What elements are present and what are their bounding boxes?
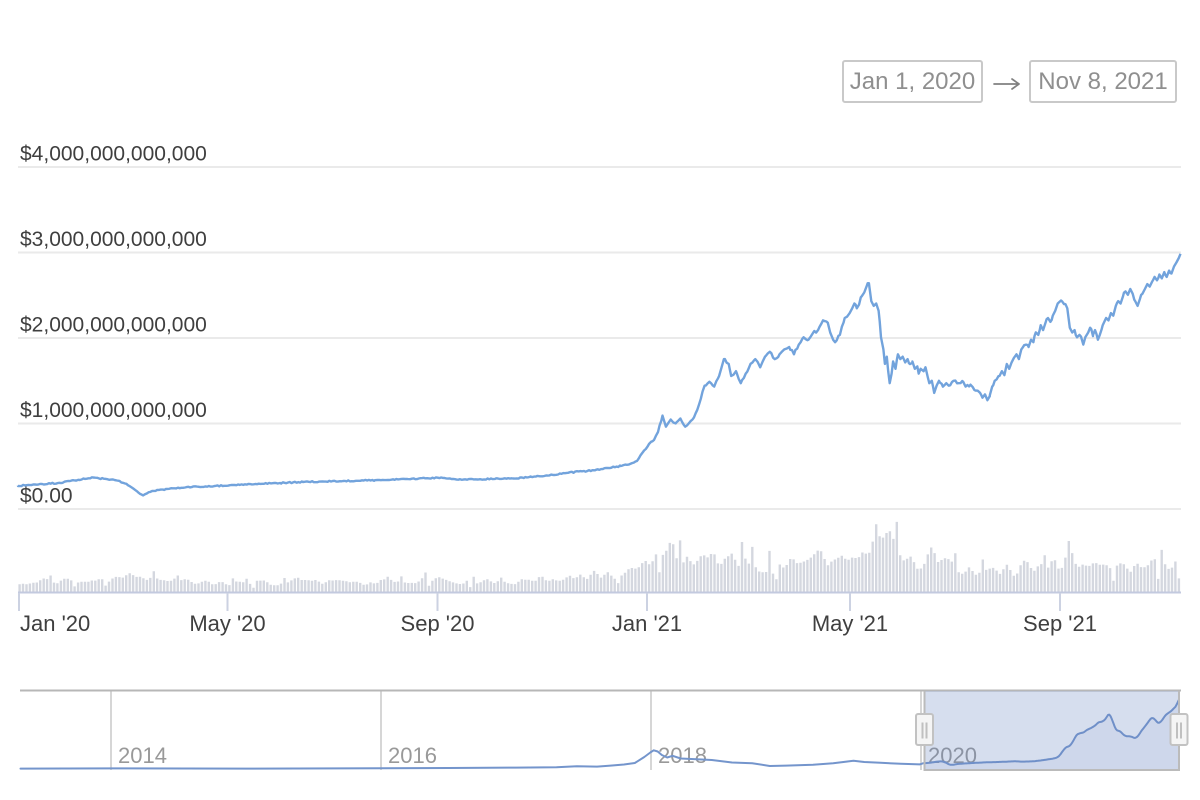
svg-text:Jan 1, 2020: Jan 1, 2020 (850, 68, 975, 95)
svg-text:Jan '20: Jan '20 (20, 611, 90, 636)
svg-text:$4,000,000,000,000: $4,000,000,000,000 (20, 143, 207, 166)
svg-text:$3,000,000,000,000: $3,000,000,000,000 (20, 228, 207, 251)
svg-text:Jan '21: Jan '21 (612, 611, 682, 636)
svg-text:May '20: May '20 (189, 611, 265, 636)
svg-text:Nov 8, 2021: Nov 8, 2021 (1038, 68, 1167, 95)
svg-text:Sep '20: Sep '20 (401, 611, 475, 636)
svg-text:$0.00: $0.00 (20, 485, 73, 508)
svg-text:Sep '21: Sep '21 (1023, 611, 1097, 636)
svg-text:2016: 2016 (388, 743, 437, 768)
svg-text:$1,000,000,000,000: $1,000,000,000,000 (20, 399, 207, 422)
svg-text:May '21: May '21 (812, 611, 888, 636)
svg-text:$2,000,000,000,000: $2,000,000,000,000 (20, 314, 207, 337)
svg-text:2014: 2014 (118, 743, 167, 768)
svg-text:2018: 2018 (658, 743, 707, 768)
